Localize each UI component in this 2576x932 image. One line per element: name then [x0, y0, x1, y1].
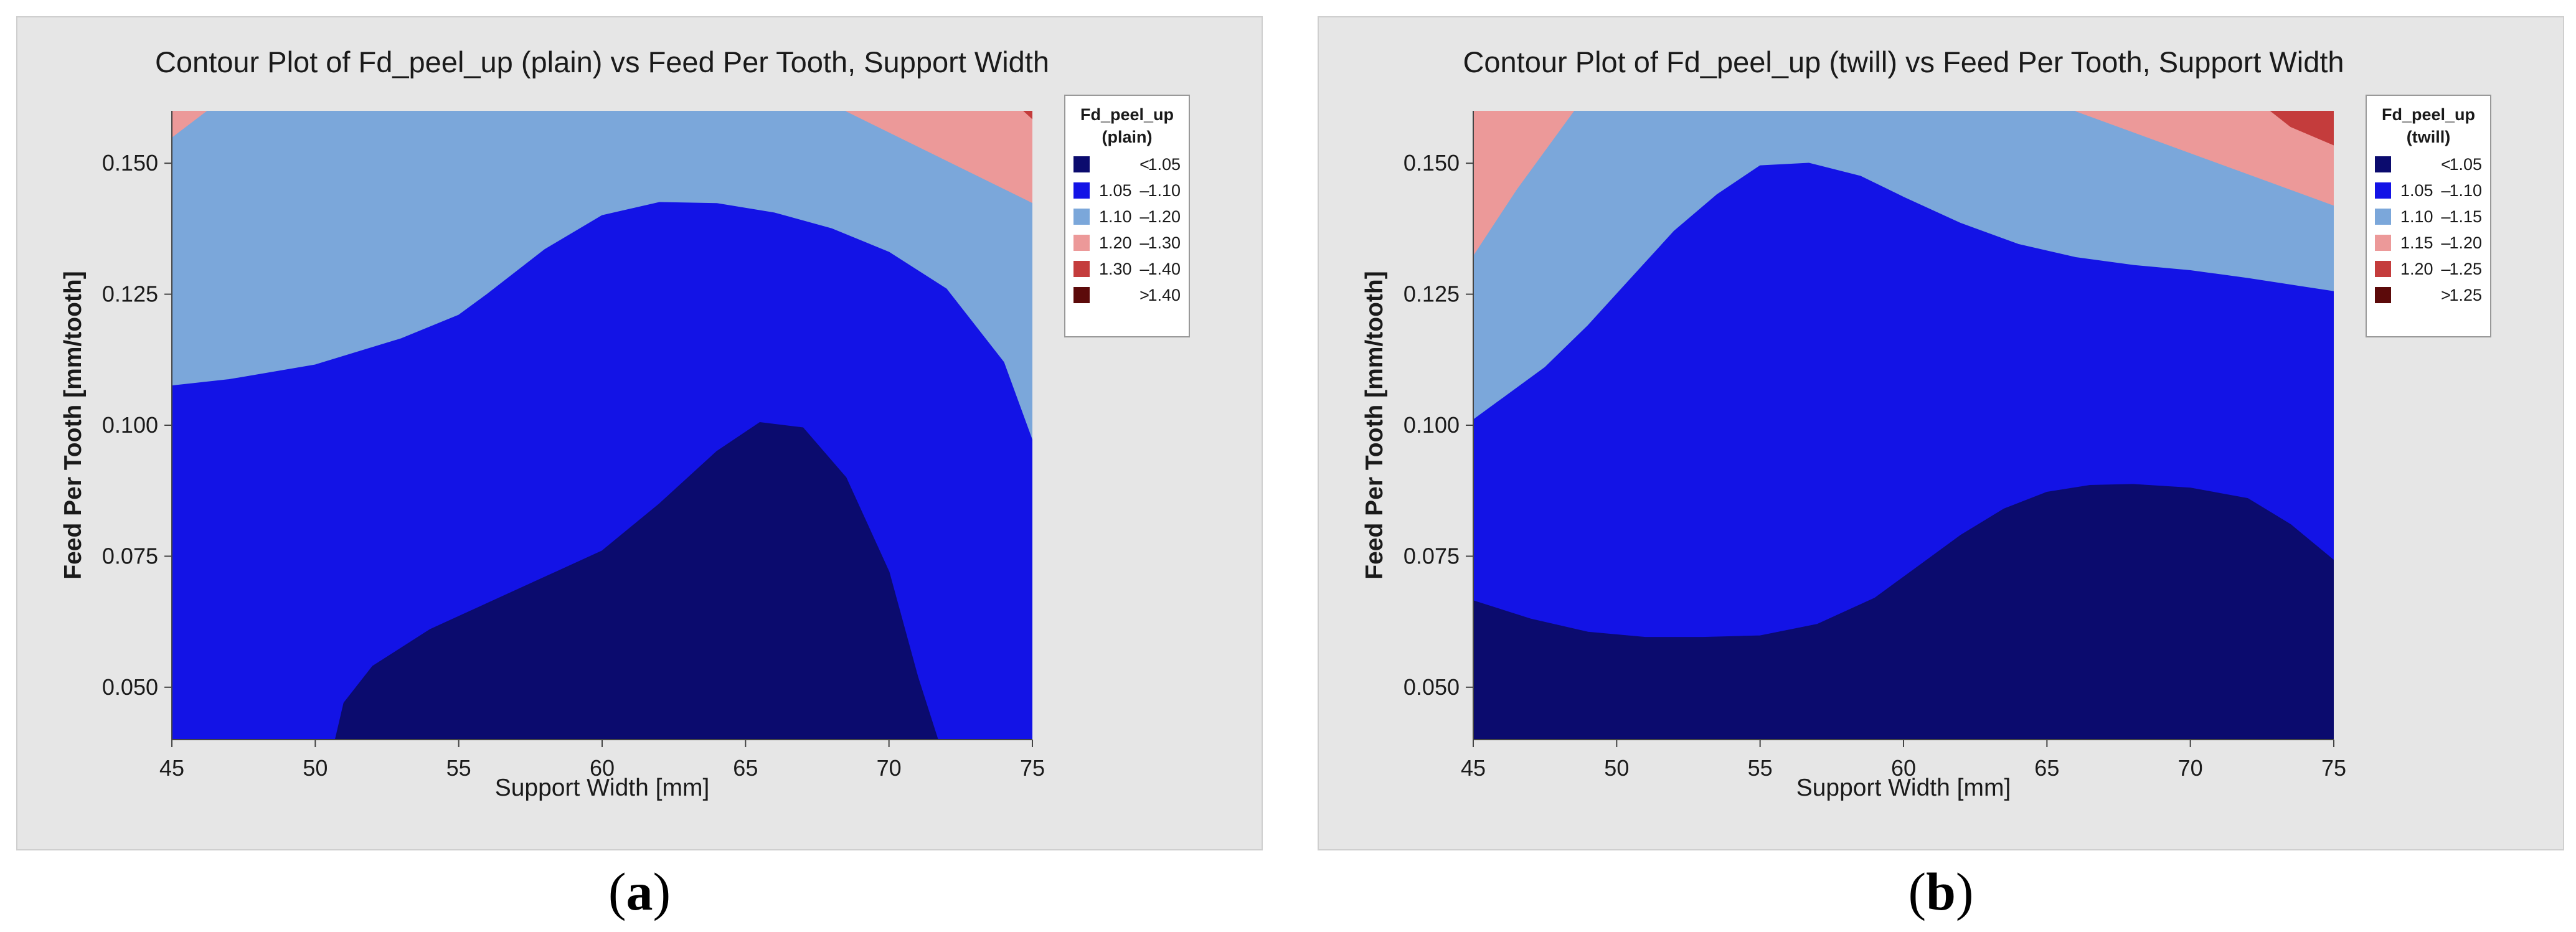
- legend-lower-bound: 1.20: [1099, 233, 1132, 252]
- legend-swatch: [2375, 287, 2391, 303]
- legend-swatch: [1073, 156, 1090, 172]
- legend-lower-bound: 1.15: [2400, 233, 2433, 252]
- contour-region-3: [1023, 111, 1032, 120]
- y-axis-label: Feed Per Tooth [mm/tooth]: [1361, 271, 1388, 579]
- x-tick-label: 55: [446, 755, 471, 781]
- legend-swatch: [1073, 182, 1090, 199]
- legend-upper-bound: 1.10: [2449, 181, 2482, 200]
- legend-upper-bound: 1.30: [1148, 233, 1181, 252]
- legend-operator: <: [1139, 155, 1149, 174]
- y-tick-label: 0.075: [1404, 543, 1460, 568]
- legend-swatch: [2375, 235, 2391, 251]
- legend-upper-bound: 1.15: [2449, 207, 2482, 226]
- legend-swatch: [2375, 156, 2391, 172]
- x-axis-label: Support Width [mm]: [495, 774, 710, 801]
- legend-title: Fd_peel_up: [2382, 105, 2475, 124]
- x-tick-label: 50: [1604, 755, 1629, 781]
- legend-title: Fd_peel_up: [1080, 105, 1174, 124]
- contour-panel-plain: Contour Plot of Fd_peel_up (plain) vs Fe…: [16, 16, 1263, 850]
- contour-region-3: [2270, 111, 2334, 146]
- legend-lower-bound: 1.05: [2400, 181, 2433, 200]
- contour-regions: [1473, 111, 2334, 740]
- y-tick-label: 0.150: [1404, 150, 1460, 176]
- contour-chart-twill: Contour Plot of Fd_peel_up (twill) vs Fe…: [1361, 45, 2491, 801]
- y-tick-label: 0.125: [1404, 281, 1460, 307]
- legend-swatch: [2375, 261, 2391, 277]
- chart-title: Contour Plot of Fd_peel_up (twill) vs Fe…: [1463, 45, 2344, 78]
- contour-region-1: [1473, 111, 1575, 256]
- x-tick-label: 60: [1891, 755, 1916, 781]
- legend-operator: –: [2441, 181, 2450, 200]
- legend-operator: –: [2441, 260, 2450, 278]
- legend-upper-bound: 1.40: [1148, 260, 1181, 278]
- contour-region-2: [846, 111, 1032, 204]
- legend-operator: –: [1139, 207, 1149, 226]
- chart-title: Contour Plot of Fd_peel_up (plain) vs Fe…: [155, 45, 1049, 78]
- legend-title: (twill): [2407, 128, 2450, 146]
- x-tick-label: 50: [303, 755, 328, 781]
- x-tick-label: 45: [1461, 755, 1486, 781]
- legend: Fd_peel_up(plain)<1.051.05 –1.101.10 –1.20…: [1064, 95, 1190, 337]
- contour-regions: [172, 111, 1032, 740]
- legend-upper-bound: 1.20: [2449, 233, 2482, 252]
- legend-upper-bound: 1.25: [2449, 260, 2482, 278]
- legend-operator: –: [2441, 233, 2450, 252]
- y-tick-label: 0.100: [1404, 412, 1460, 438]
- legend-lower-bound: 1.05: [1099, 181, 1132, 200]
- legend-operator: –: [2441, 207, 2450, 226]
- legend-swatch: [1073, 261, 1090, 277]
- x-tick-label: 60: [590, 755, 615, 781]
- x-tick-label: 75: [1020, 755, 1045, 781]
- legend-upper-bound: 1.25: [2449, 286, 2482, 304]
- legend-lower-bound: 1.20: [2400, 260, 2433, 278]
- legend: Fd_peel_up(twill)<1.051.05 –1.101.10 –1.15…: [2366, 95, 2491, 337]
- legend-swatch: [1073, 209, 1090, 225]
- caption-b-letter: b: [1926, 862, 1956, 921]
- legend-upper-bound: 1.05: [1148, 155, 1181, 174]
- legend-swatch: [1073, 287, 1090, 303]
- legend-upper-bound: 1.10: [1148, 181, 1181, 200]
- y-tick-label: 0.050: [1404, 674, 1460, 700]
- x-tick-label: 45: [159, 755, 184, 781]
- y-tick-label: 0.125: [102, 281, 158, 307]
- x-tick-label: 65: [733, 755, 758, 781]
- legend-upper-bound: 1.05: [2449, 155, 2482, 174]
- y-tick-label: 0.075: [102, 543, 158, 568]
- legend-upper-bound: 1.20: [1148, 207, 1181, 226]
- x-tick-label: 65: [2034, 755, 2059, 781]
- legend-operator: >: [1139, 286, 1149, 304]
- legend-operator: >: [2441, 286, 2451, 304]
- legend-operator: –: [1139, 233, 1149, 252]
- y-tick-label: 0.150: [102, 150, 158, 176]
- x-tick-label: 75: [2321, 755, 2346, 781]
- caption-a: (a): [608, 862, 671, 921]
- legend-lower-bound: 1.30: [1099, 260, 1132, 278]
- contour-region-2: [2075, 111, 2334, 206]
- x-axis-label: Support Width [mm]: [1796, 774, 2011, 801]
- legend-upper-bound: 1.40: [1148, 286, 1181, 304]
- x-tick-label: 70: [2178, 755, 2203, 781]
- y-tick-label: 0.050: [102, 674, 158, 700]
- contour-panel-twill: Contour Plot of Fd_peel_up (twill) vs Fe…: [1318, 16, 2564, 850]
- x-tick-label: 70: [877, 755, 902, 781]
- contour-chart-plain: Contour Plot of Fd_peel_up (plain) vs Fe…: [60, 45, 1190, 801]
- caption-a-letter: a: [626, 862, 653, 921]
- y-axis-label: Feed Per Tooth [mm/tooth]: [60, 271, 87, 579]
- legend-swatch: [1073, 235, 1090, 251]
- caption-b: (b): [1908, 862, 1974, 921]
- legend-lower-bound: 1.10: [2400, 207, 2433, 226]
- legend-swatch: [2375, 182, 2391, 199]
- legend-title: (plain): [1102, 128, 1153, 146]
- contour-region-5: [334, 422, 938, 740]
- contour-region-1: [172, 111, 207, 138]
- contour-region-5: [1473, 484, 2334, 740]
- legend-lower-bound: 1.10: [1099, 207, 1132, 226]
- y-tick-label: 0.100: [102, 412, 158, 438]
- x-tick-label: 55: [1748, 755, 1773, 781]
- legend-swatch: [2375, 209, 2391, 225]
- legend-operator: –: [1139, 181, 1149, 200]
- legend-operator: <: [2441, 155, 2451, 174]
- legend-operator: –: [1139, 260, 1149, 278]
